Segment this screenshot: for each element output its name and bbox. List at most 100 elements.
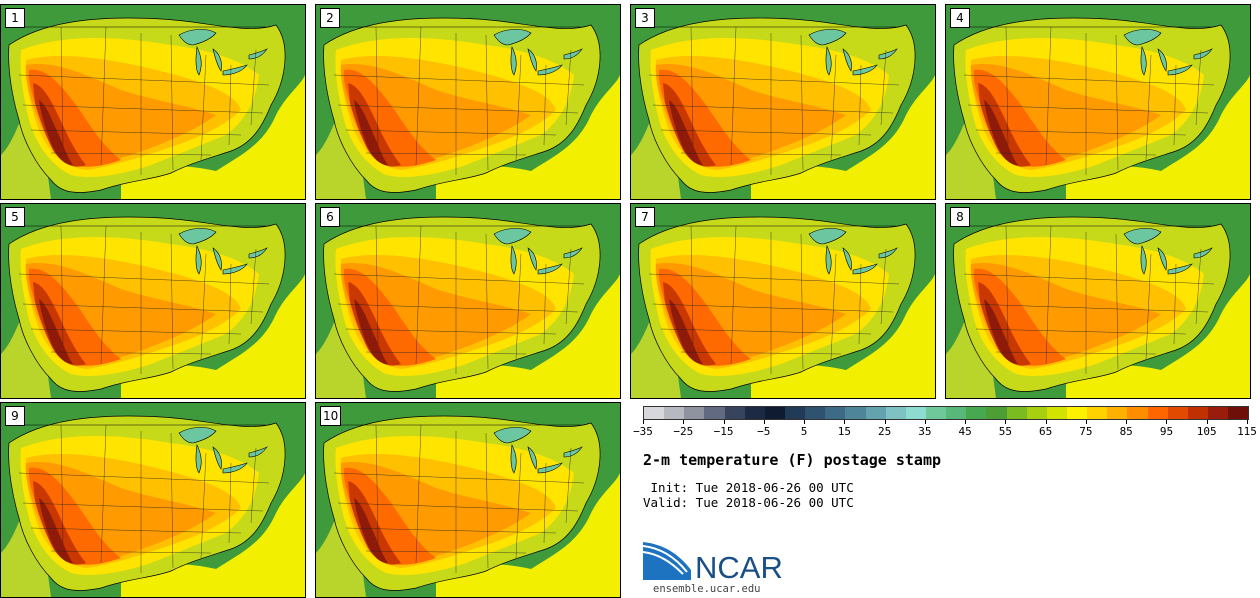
colorbar-tick-label: −15 [713, 425, 734, 438]
colorbar-swatch [704, 407, 725, 419]
valid-time: Valid: Tue 2018-06-26 00 UTC [643, 495, 854, 510]
colorbar-swatch [784, 407, 806, 419]
colorbar-swatch [865, 407, 886, 419]
member-number-label: 4 [950, 8, 970, 28]
colorbar-swatch [1127, 407, 1148, 419]
colorbar-tick [723, 420, 725, 424]
colorbar-swatch [845, 407, 866, 419]
colorbar-tick [1126, 420, 1128, 424]
colorbar-swatch [1087, 407, 1108, 419]
colorbar-swatch [764, 407, 785, 419]
colorbar-swatch [986, 407, 1007, 419]
temperature-map [631, 5, 935, 199]
colorbar-tick-label: −35 [633, 425, 653, 438]
temperature-map [631, 204, 935, 398]
temperature-map [946, 5, 1250, 199]
colorbar-swatch [905, 407, 926, 419]
temperature-map [316, 5, 620, 199]
temperature-map [946, 204, 1250, 398]
init-time: Init: Tue 2018-06-26 00 UTC [643, 480, 854, 495]
colorbar-tick [643, 420, 644, 424]
member-number-label: 1 [5, 8, 25, 28]
colorbar-swatch [1107, 407, 1128, 419]
member-number-label: 9 [5, 406, 25, 426]
colorbar-tick [884, 420, 886, 424]
temperature-colorbar [643, 406, 1249, 420]
member-number-label: 7 [635, 207, 655, 227]
member-panel-6: 6 [315, 203, 621, 399]
colorbar-tick-label: 25 [877, 425, 892, 438]
colorbar-tick [1166, 420, 1168, 424]
colorbar-swatch [744, 407, 765, 419]
colorbar-swatch [724, 407, 745, 419]
colorbar-swatch [805, 407, 826, 419]
member-panel-9: 9 [0, 402, 306, 598]
colorbar-tick-label: 85 [1119, 425, 1133, 438]
colorbar-tick-label: 75 [1079, 425, 1093, 438]
colorbar-tick [965, 420, 967, 424]
colorbar-swatch [946, 407, 967, 419]
chart-title: 2-m temperature (F) postage stamp [643, 451, 942, 469]
colorbar-swatch [885, 407, 906, 419]
temperature-map [1, 403, 305, 597]
colorbar-tick-label: 115 [1237, 425, 1257, 438]
member-panel-7: 7 [630, 203, 936, 399]
colorbar-tick [804, 420, 806, 424]
colorbar-swatch [1046, 407, 1067, 419]
ncar-logo-text: NCAR [695, 550, 783, 584]
colorbar-tick [683, 420, 685, 424]
colorbar-tick-label: −25 [673, 425, 694, 438]
colorbar-tick-label: 105 [1196, 425, 1217, 438]
colorbar-swatch [925, 407, 947, 419]
colorbar-swatch [1228, 407, 1249, 419]
colorbar-swatch [1167, 407, 1188, 419]
colorbar-swatch [1207, 407, 1229, 419]
colorbar-tick-label: 65 [1039, 425, 1053, 438]
colorbar-tick-label: 5 [800, 425, 808, 438]
colorbar-tick-label: 15 [837, 425, 851, 438]
member-number-label: 8 [950, 207, 970, 227]
member-panel-8: 8 [945, 203, 1251, 399]
temperature-map [316, 403, 620, 597]
colorbar-tick-label: 35 [918, 425, 932, 438]
colorbar-tick-label: 45 [958, 425, 972, 438]
colorbar-swatch [1187, 407, 1208, 419]
colorbar-ticks: −35 −25 −15 −5 5 15 25 35 45 55 65 75 85 95 105 115 [633, 420, 1257, 440]
member-number-label: 5 [5, 207, 25, 227]
colorbar-swatch [1147, 407, 1168, 419]
colorbar-swatch [684, 407, 705, 419]
member-panel-2: 2 [315, 4, 621, 200]
ncar-logo: NCAR [643, 542, 783, 584]
colorbar-swatch [825, 407, 846, 419]
member-number-label: 6 [320, 207, 340, 227]
temperature-map [316, 204, 620, 398]
colorbar-tick [1005, 420, 1007, 424]
colorbar-swatch [1006, 407, 1027, 419]
colorbar-tick-label: 55 [998, 425, 1013, 438]
colorbar-tick [1206, 420, 1208, 424]
member-number-label: 2 [320, 8, 340, 28]
member-panel-3: 3 [630, 4, 936, 200]
member-panel-4: 4 [945, 4, 1251, 200]
member-number-label: 3 [635, 8, 655, 28]
colorbar-tick [1045, 420, 1047, 424]
member-panel-5: 5 [0, 203, 306, 399]
colorbar-tick [1085, 420, 1087, 424]
colorbar-swatch [664, 407, 685, 419]
colorbar-tick [1247, 420, 1248, 424]
colorbar-tick [844, 420, 846, 424]
member-number-label: 10 [320, 406, 342, 426]
member-panel-10: 10 [315, 402, 621, 598]
colorbar-swatch [966, 407, 987, 419]
temperature-map [1, 5, 305, 199]
colorbar-tick-label: 95 [1159, 425, 1174, 438]
colorbar-swatch [1066, 407, 1088, 419]
ncar-url: ensemble.ucar.edu [653, 583, 761, 595]
colorbar-tick [924, 420, 926, 424]
colorbar-tick [763, 420, 765, 424]
colorbar-tick-label: −5 [757, 425, 771, 438]
member-panel-1: 1 [0, 4, 306, 200]
colorbar-swatch [1026, 407, 1047, 419]
temperature-map [1, 204, 305, 398]
colorbar-swatch [644, 407, 665, 419]
